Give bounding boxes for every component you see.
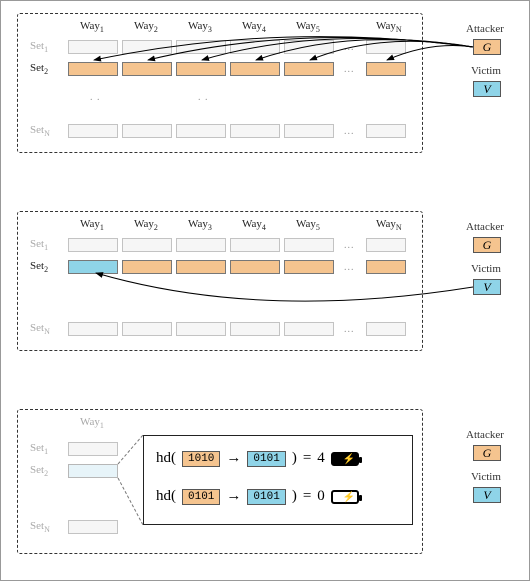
bitbox-to: 0101 <box>247 451 285 467</box>
cache-cell-attacker <box>366 260 406 274</box>
legend-victim-box: V <box>473 279 501 295</box>
bitbox-from: 0101 <box>182 489 220 505</box>
legend-victim-label: Victim <box>471 65 501 77</box>
dots: ... <box>344 126 355 137</box>
cache-cell <box>122 124 172 138</box>
legend-victim-label: Victim <box>471 471 501 483</box>
cache-cell <box>68 322 118 336</box>
way-header: Way3 <box>188 218 212 232</box>
cache-cell-attacker <box>284 260 334 274</box>
set-label-active: Set2 <box>30 260 48 274</box>
close-paren: ) <box>292 450 297 467</box>
cache-cell <box>230 322 280 336</box>
bitbox-from: 1010 <box>182 451 220 467</box>
cache-cell <box>230 124 280 138</box>
panel-2-victim-access: Way1 Way2 Way3 Way4 Way5 WayN Set1 Set2 … <box>17 211 423 351</box>
bitbox-to: 0101 <box>247 489 285 505</box>
cache-cell <box>230 40 280 54</box>
dots: ... <box>344 240 355 251</box>
set-label: SetN <box>30 124 50 138</box>
battery-empty-icon: ⚡ <box>331 490 359 504</box>
cache-cell-victim <box>68 260 118 274</box>
legend-attacker-label: Attacker <box>466 221 504 233</box>
way-header: Way4 <box>242 218 266 232</box>
legend-attacker-label: Attacker <box>466 429 504 441</box>
hamming-distance-panel: hd( 1010 → 0101 ) = 4 ⚡ hd( 0101 → 0101 … <box>143 435 413 525</box>
way-header: Way3 <box>188 20 212 34</box>
legend-victim-box: V <box>473 487 501 503</box>
way-header: Way2 <box>134 20 158 34</box>
dots: ... <box>344 324 355 335</box>
legend-attacker-label: Attacker <box>466 23 504 35</box>
way-header: Way5 <box>296 218 320 232</box>
arrow-glyph: → <box>226 488 241 505</box>
legend-attacker-box: G <box>473 237 501 253</box>
set-label: Set1 <box>30 40 48 54</box>
panel-3-hamming: Way1 Set1 Set2 SetN hd( 1010 → 0101 ) = … <box>17 409 423 554</box>
cache-cell <box>122 238 172 252</box>
cache-cell <box>366 238 406 252</box>
hd-label: hd( <box>156 450 176 467</box>
hd-value: 0 <box>317 488 325 505</box>
way-header: WayN <box>376 20 402 34</box>
cache-cell <box>176 124 226 138</box>
dots: ... <box>344 42 355 53</box>
cache-cell <box>176 322 226 336</box>
hd-line-2: hd( 0101 → 0101 ) = 0 ⚡ <box>156 488 359 505</box>
cache-cell <box>68 40 118 54</box>
hd-label: hd( <box>156 488 176 505</box>
dots: . . <box>198 92 209 103</box>
cache-cell-attacker <box>176 260 226 274</box>
legend-attacker-box: G <box>473 39 501 55</box>
hd-value: 4 <box>317 450 325 467</box>
cache-cell <box>176 238 226 252</box>
panel-1-prime: Way1 Way2 Way3 Way4 Way5 WayN Set1 Set2 … <box>17 13 423 153</box>
cache-cell-attacker <box>284 62 334 76</box>
dots: ... <box>344 64 355 75</box>
cache-cell <box>284 322 334 336</box>
way-header: Way5 <box>296 20 320 34</box>
equals: = <box>303 488 311 505</box>
cache-cell <box>122 322 172 336</box>
cache-cell <box>176 40 226 54</box>
way-header: Way1 <box>80 20 104 34</box>
cache-cell <box>284 124 334 138</box>
hd-line-1: hd( 1010 → 0101 ) = 4 ⚡ <box>156 450 359 467</box>
way-header: Way1 <box>80 218 104 232</box>
legend-victim-label: Victim <box>471 263 501 275</box>
cache-cell <box>284 40 334 54</box>
cache-cell <box>284 238 334 252</box>
cache-cell-attacker <box>176 62 226 76</box>
set-label-active: Set2 <box>30 62 48 76</box>
dots: ... <box>344 262 355 273</box>
battery-full-icon: ⚡ <box>331 452 359 466</box>
legend-attacker-box: G <box>473 445 501 461</box>
cache-cell <box>366 124 406 138</box>
dots: . . <box>90 92 101 103</box>
cache-cell-attacker <box>366 62 406 76</box>
cache-cell-attacker <box>122 260 172 274</box>
way-header: Way4 <box>242 20 266 34</box>
set-label: SetN <box>30 322 50 336</box>
set-label: Set1 <box>30 238 48 252</box>
close-paren: ) <box>292 488 297 505</box>
cache-cell <box>230 238 280 252</box>
cache-cell-attacker <box>68 62 118 76</box>
cache-cell <box>68 124 118 138</box>
way-header: Way2 <box>134 218 158 232</box>
arrow-glyph: → <box>226 450 241 467</box>
cache-cell-attacker <box>230 62 280 76</box>
cache-cell <box>366 322 406 336</box>
cache-cell-attacker <box>230 260 280 274</box>
way-header: WayN <box>376 218 402 232</box>
cache-cell <box>68 238 118 252</box>
cache-cell-attacker <box>122 62 172 76</box>
cache-cell <box>366 40 406 54</box>
cache-cell <box>122 40 172 54</box>
equals: = <box>303 450 311 467</box>
legend-victim-box: V <box>473 81 501 97</box>
